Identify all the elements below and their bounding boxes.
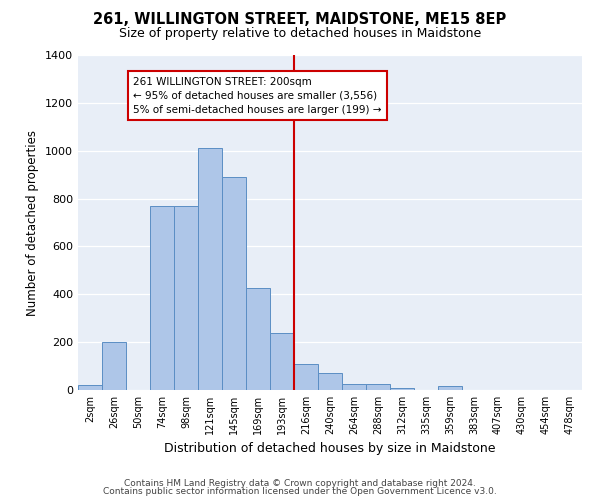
- Bar: [270, 332, 294, 390]
- Bar: [294, 364, 318, 390]
- Text: 261 WILLINGTON STREET: 200sqm
← 95% of detached houses are smaller (3,556)
5% of: 261 WILLINGTON STREET: 200sqm ← 95% of d…: [133, 76, 382, 114]
- Bar: [246, 288, 270, 390]
- Bar: [150, 206, 174, 390]
- Bar: [78, 385, 102, 390]
- Bar: [438, 386, 462, 390]
- Bar: [390, 388, 414, 390]
- Bar: [102, 342, 126, 390]
- Text: Size of property relative to detached houses in Maidstone: Size of property relative to detached ho…: [119, 28, 481, 40]
- Bar: [366, 384, 390, 390]
- Bar: [342, 384, 366, 390]
- Bar: [198, 148, 222, 390]
- Text: Contains public sector information licensed under the Open Government Licence v3: Contains public sector information licen…: [103, 487, 497, 496]
- Bar: [318, 373, 342, 390]
- Text: 261, WILLINGTON STREET, MAIDSTONE, ME15 8EP: 261, WILLINGTON STREET, MAIDSTONE, ME15 …: [94, 12, 506, 28]
- Text: Contains HM Land Registry data © Crown copyright and database right 2024.: Contains HM Land Registry data © Crown c…: [124, 478, 476, 488]
- Y-axis label: Number of detached properties: Number of detached properties: [26, 130, 40, 316]
- Bar: [174, 206, 198, 390]
- X-axis label: Distribution of detached houses by size in Maidstone: Distribution of detached houses by size …: [164, 442, 496, 456]
- Bar: [222, 177, 246, 390]
